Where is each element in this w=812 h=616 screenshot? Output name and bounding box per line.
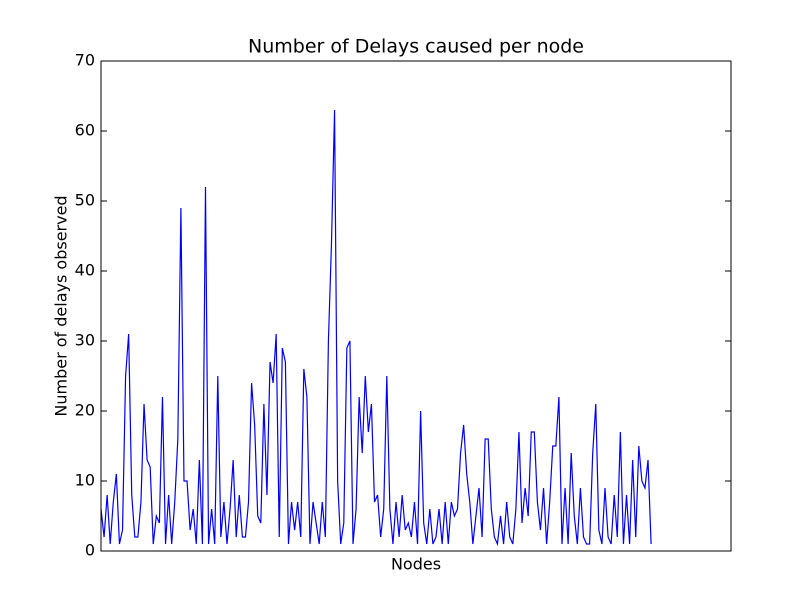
- y-tick-label: 50: [75, 191, 95, 210]
- y-tick-label: 20: [75, 401, 95, 420]
- x-axis-label: Nodes: [391, 555, 441, 574]
- y-tick-label: 40: [75, 261, 95, 280]
- y-tick-label: 70: [75, 51, 95, 70]
- y-tick-label: 10: [75, 471, 95, 490]
- data-line: [100, 109, 652, 547]
- y-tick-label: 60: [75, 121, 95, 140]
- y-tick-label: 30: [75, 331, 95, 350]
- y-axis-label: Number of delays observed: [52, 195, 71, 416]
- chart-title: Number of Delays caused per node: [248, 36, 584, 58]
- y-tick-label: 0: [85, 541, 95, 560]
- plot-frame: [100, 60, 732, 552]
